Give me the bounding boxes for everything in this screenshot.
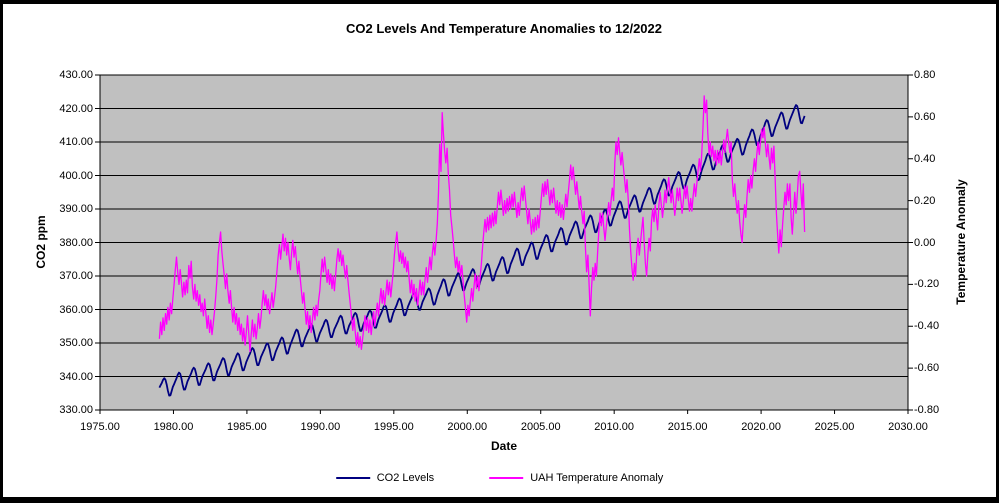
temperature-series-line <box>158 95 806 353</box>
x-axis-tick-label: 2030.00 <box>888 421 928 433</box>
left-axis-tick-label: 330.00 <box>59 404 93 416</box>
x-axis-tick-label: 2025.00 <box>814 421 855 433</box>
legend-item-uah: UAH Temperature Anomaly <box>489 472 663 484</box>
right-axis-tick-label: 0.60 <box>914 110 936 123</box>
x-axis-tick-label: 1995.00 <box>373 421 414 433</box>
left-axis-tick-label: 400.00 <box>59 169 93 182</box>
left-axis-tick-label: 350.00 <box>59 337 93 349</box>
x-axis-tick-label: 1990.00 <box>300 421 341 433</box>
x-axis-tick-label: 1980.00 <box>153 421 194 433</box>
x-axis-title: Date <box>490 439 518 453</box>
left-axis-tick-label: 360.00 <box>59 303 93 316</box>
right-axis-tick-label: -0.40 <box>914 320 940 333</box>
left-axis-tick-label: 340.00 <box>59 370 93 383</box>
right-axis-tick-label: -0.20 <box>914 278 940 291</box>
left-axis-tick-label: 370.00 <box>59 270 93 282</box>
left-axis-tick-label: 420.00 <box>59 102 93 115</box>
plot-area <box>95 74 913 414</box>
x-axis-tick-label: 2000.00 <box>447 421 488 433</box>
x-axis-tick-label: 1975.00 <box>80 421 120 433</box>
uah-line-sample <box>489 477 524 479</box>
chart-title: CO2 Levels And Temperature Anomalies to … <box>346 21 662 36</box>
left-axis-tick-label: 430.00 <box>59 69 93 81</box>
legend-label-uah: UAH Temperature Anomaly <box>530 472 664 484</box>
x-axis-tick-label: 1985.00 <box>227 421 267 433</box>
right-axis-tick-label: -0.60 <box>914 362 940 375</box>
co2-line-sample <box>335 477 370 479</box>
right-axis-tick-label: 0.40 <box>914 152 936 165</box>
right-axis-tick-label: -0.80 <box>914 404 940 416</box>
left-axis-tick-label: 410.00 <box>59 136 93 148</box>
legend: CO2 Levels UAH Temperature Anomaly <box>335 472 663 484</box>
x-axis-tick-label: 2005.00 <box>520 421 561 433</box>
right-axis-tick-label: 0.20 <box>914 194 936 207</box>
left-axis-tick-label: 390.00 <box>59 203 93 215</box>
x-axis-tick-label: 2020.00 <box>741 421 781 433</box>
x-axis-tick-label: 2015.00 <box>667 421 708 433</box>
legend-item-co2: CO2 Levels <box>335 472 435 484</box>
right-axis-tick-label: 0.00 <box>914 236 936 249</box>
right-axis-tick-label: 0.80 <box>914 69 936 81</box>
chart-canvas <box>95 74 913 414</box>
left-axis-tick-label: 380.00 <box>59 236 93 249</box>
legend-label-co2: CO2 Levels <box>376 472 435 484</box>
x-axis-tick-label: 2010.00 <box>594 421 635 433</box>
